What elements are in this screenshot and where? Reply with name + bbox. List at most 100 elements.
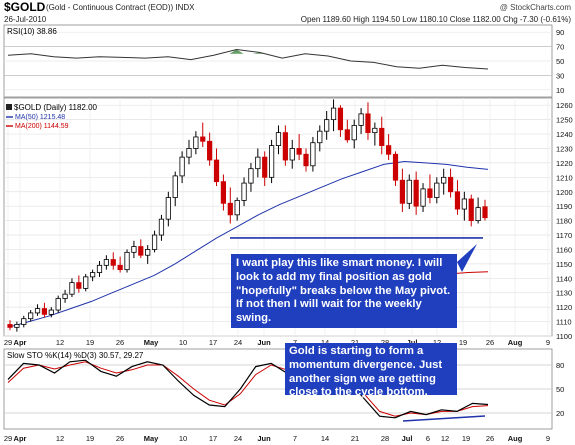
sto-date-label: 19 — [86, 434, 94, 443]
candle-body — [454, 191, 461, 210]
sto-date-label: Apr — [14, 434, 27, 443]
candle-body — [207, 140, 213, 161]
price-tick-label: 1160 — [556, 245, 572, 254]
price-date-label: 28 — [381, 338, 389, 347]
rsi-tick-label: 10 — [556, 86, 564, 95]
price-tick-label: 1180 — [556, 217, 572, 226]
candle-body — [248, 168, 254, 184]
ma50-label: MA(50) 1215.48 — [15, 114, 65, 121]
price-tick-label: 1130 — [556, 289, 572, 298]
price-date-label: 14 — [321, 338, 329, 347]
price-date-label: 29 — [4, 338, 12, 347]
candle-body — [461, 198, 467, 210]
candle-body — [482, 206, 488, 219]
sto-tick-label: 50 — [556, 385, 564, 394]
rsi-tick-label: 50 — [556, 57, 564, 66]
price-label: $GOLD (Daily) 1182.00 — [14, 103, 98, 112]
price-tick-label: 1260 — [556, 101, 573, 110]
candle-body — [262, 156, 268, 178]
sto-panel: Slow STO %K(14) %D(3) 30.57, 29.27 80 50 2… — [3, 348, 564, 443]
price-legend-marker — [6, 104, 12, 110]
price-legend: $GOLD (Daily) 1182.00 MA(50) 1215.48 MA(… — [6, 103, 98, 130]
sto-date-label: Jun — [257, 434, 271, 443]
candle-body — [344, 129, 350, 141]
price-date-label: Aug — [508, 338, 523, 347]
candle-body — [468, 198, 474, 222]
sto-date-label: Aug — [508, 434, 523, 443]
candle-body — [200, 136, 206, 142]
candle-body — [406, 179, 412, 204]
price-date-label: 24 — [234, 338, 242, 347]
candle-body — [447, 176, 454, 193]
candle-body — [399, 179, 405, 204]
rsi-panel: RSI(10) 38.86 90 70 50 30 10 — [3, 24, 564, 98]
price-date-label: 19 — [459, 338, 467, 347]
candle-body — [427, 188, 433, 198]
candle-body — [289, 148, 295, 161]
price-tick-label: 1190 — [556, 202, 572, 211]
candle-body — [90, 272, 96, 278]
sto-date-label: 12 — [441, 434, 449, 443]
price-tick-label: 1200 — [556, 188, 573, 197]
candle-body — [296, 148, 302, 155]
sto-tick-label: 80 — [556, 361, 564, 370]
candle-body — [386, 145, 392, 155]
candle-body — [220, 181, 227, 204]
ohlc-readout: Open 1189.60 High 1194.50 Low 1180.10 Cl… — [301, 15, 572, 24]
price-date-label: 21 — [351, 338, 359, 347]
candle-body — [28, 312, 34, 320]
price-date-label: 9 — [546, 338, 550, 347]
sto-date-label: May — [144, 434, 159, 443]
candle-body — [62, 293, 68, 299]
sto-date-label: 17 — [209, 434, 217, 443]
candle-body — [186, 148, 192, 158]
price-date-label: May — [144, 338, 159, 347]
candle-body — [365, 113, 371, 134]
rsi-tick-label: 90 — [556, 28, 564, 37]
callout-smart-money: I want play this like smart money. I wil… — [231, 254, 457, 328]
candle-body — [131, 246, 137, 253]
candle-body — [255, 156, 261, 170]
candle-body — [475, 207, 481, 222]
callout1-pointer — [457, 244, 477, 272]
sto-date-label: 24 — [234, 434, 242, 443]
candle-body — [330, 107, 337, 121]
candle-body — [14, 324, 20, 328]
price-tick-label: 1120 — [556, 303, 572, 312]
price-date-label: 17 — [209, 338, 217, 347]
candle-body — [282, 132, 288, 161]
candle-body — [83, 276, 89, 289]
candle-body — [241, 182, 247, 201]
sto-date-label: 10 — [179, 434, 187, 443]
symbol-title: $GOLD — [4, 0, 46, 14]
sto-date-label: 29 — [4, 434, 12, 443]
sto-date-label: 19 — [462, 434, 470, 443]
sto-k-line — [7, 359, 489, 419]
sto-date-label: 12 — [56, 434, 64, 443]
price-tick-label: 1210 — [556, 173, 573, 182]
price-tick-label: 1140 — [556, 274, 572, 283]
divergence-line — [402, 415, 486, 422]
candle-body — [275, 132, 282, 146]
price-date-label: 12 — [56, 338, 64, 347]
price-date-label: Jun — [257, 338, 271, 347]
date-label: 26-Jul-2010 — [4, 15, 47, 24]
sto-date-label: 28 — [381, 434, 389, 443]
candle-body — [179, 156, 185, 177]
candle-body — [76, 282, 82, 289]
candle-body — [392, 153, 399, 181]
ma200-label: MA(200) 1144.59 — [15, 123, 69, 130]
price-date-label: 26 — [486, 338, 494, 347]
sto-d-line — [7, 361, 489, 417]
candle-body — [434, 182, 440, 198]
candle-body — [358, 113, 364, 126]
candle-body — [227, 202, 233, 216]
price-date-label: 19 — [86, 338, 94, 347]
candle-body — [303, 153, 309, 167]
price-tick-label: 1230 — [556, 144, 573, 153]
candle-body — [420, 188, 426, 207]
candle-body — [55, 298, 61, 311]
candle-body — [193, 136, 199, 149]
sto-date-label: 14 — [321, 434, 329, 443]
